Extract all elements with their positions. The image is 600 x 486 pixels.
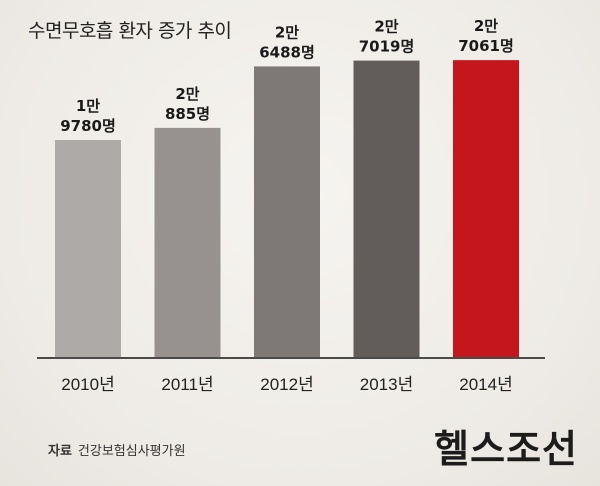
- publisher-logo: 헬스조선: [434, 427, 578, 471]
- data-label: 885명: [165, 105, 210, 123]
- bar-2011년: [154, 127, 221, 358]
- x-tick-label: 2011년: [161, 375, 213, 394]
- data-label: 2만: [374, 18, 398, 36]
- bar-2010년: [55, 140, 121, 357]
- x-tick-label: 2014년: [459, 375, 512, 394]
- x-tick-label: 2010년: [61, 375, 114, 394]
- source-label: 자료: [48, 444, 72, 459]
- bar-2014년: [453, 60, 519, 357]
- data-label: 7019명: [359, 38, 415, 56]
- data-label: 1만: [76, 97, 100, 115]
- data-label: 7061명: [458, 37, 514, 55]
- data-label: 6488명: [259, 43, 315, 61]
- x-tick-label: 2013년: [360, 375, 413, 394]
- x-tick-label: 2012년: [260, 375, 313, 394]
- chart-title: 수면무호흡 환자 증가 추이: [28, 20, 232, 42]
- data-label: 2만: [175, 85, 199, 103]
- data-label: 2만: [275, 23, 299, 41]
- data-label: 9780명: [60, 117, 116, 135]
- bar-2013년: [353, 60, 420, 358]
- data-label: 2만: [474, 17, 498, 35]
- source-note: 자료 건강보험심사평가원: [48, 440, 186, 459]
- bar-2012년: [254, 66, 320, 358]
- source-text: 건강보험심사평가원: [77, 444, 186, 459]
